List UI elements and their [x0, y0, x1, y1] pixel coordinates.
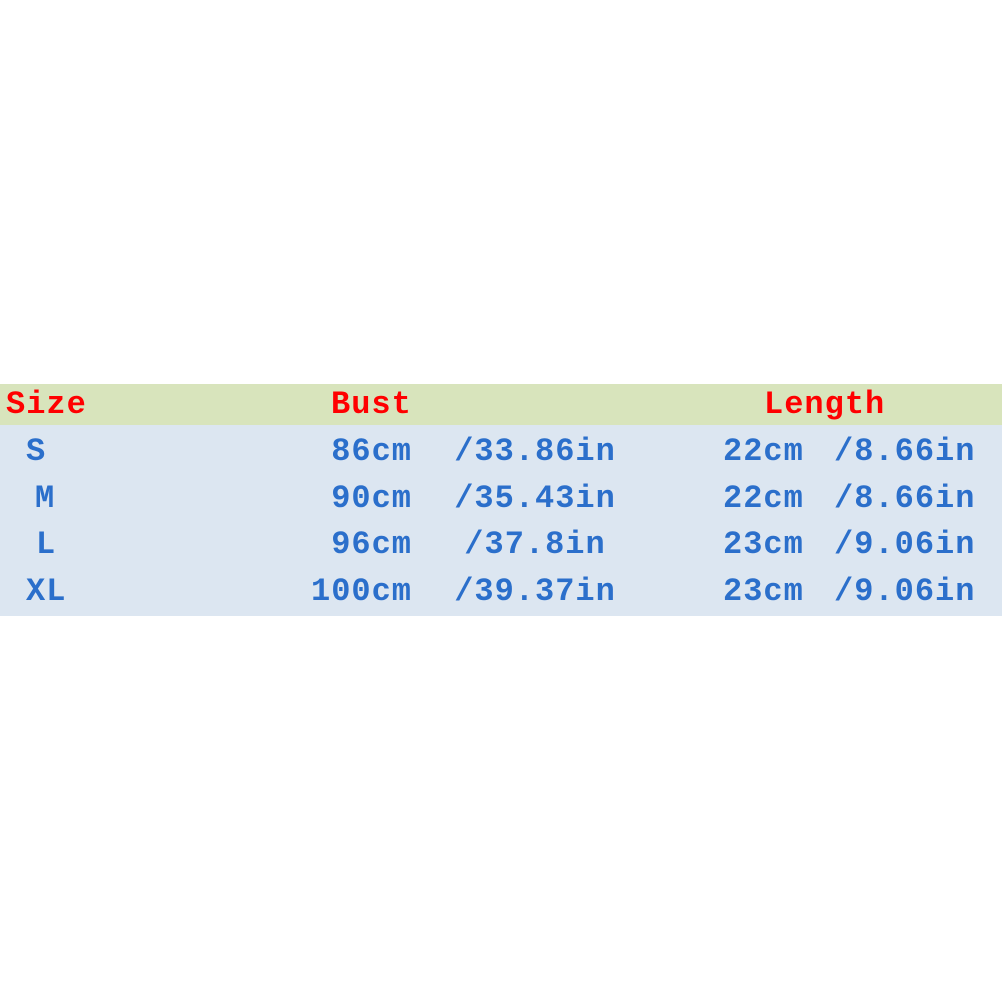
- cell-bust-in: /37.8in: [464, 526, 606, 564]
- cell-size: M: [35, 479, 56, 517]
- cell-length-cm: 23cm: [723, 573, 804, 611]
- cell-bust-cm: 96cm: [331, 526, 412, 564]
- cell-size: XL: [26, 573, 67, 611]
- cell-length-cm: 23cm: [723, 526, 804, 564]
- cell-size: L: [36, 526, 57, 564]
- cell-bust-cm: 100cm: [310, 573, 412, 611]
- header-size: Size: [6, 386, 87, 423]
- table-header-row: [0, 384, 1002, 425]
- cell-bust-cm: 90cm: [331, 479, 412, 517]
- cell-length-cm: 22cm: [723, 433, 804, 470]
- header-bust: Bust: [331, 386, 412, 423]
- cell-length-in: /8.66in: [834, 479, 976, 517]
- cell-length-in: /9.06in: [834, 526, 976, 564]
- header-length: Length: [764, 386, 886, 423]
- cell-length-in: /8.66in: [834, 433, 976, 470]
- table-body: [0, 425, 1002, 616]
- cell-bust-in: /39.37in: [454, 573, 616, 611]
- cell-bust-in: /33.86in: [454, 433, 616, 470]
- cell-length-cm: 22cm: [723, 479, 804, 517]
- cell-length-in: /9.06in: [834, 573, 976, 611]
- cell-bust-cm: 86cm: [331, 433, 412, 470]
- cell-size: S: [26, 433, 47, 470]
- cell-bust-in: /35.43in: [454, 479, 616, 517]
